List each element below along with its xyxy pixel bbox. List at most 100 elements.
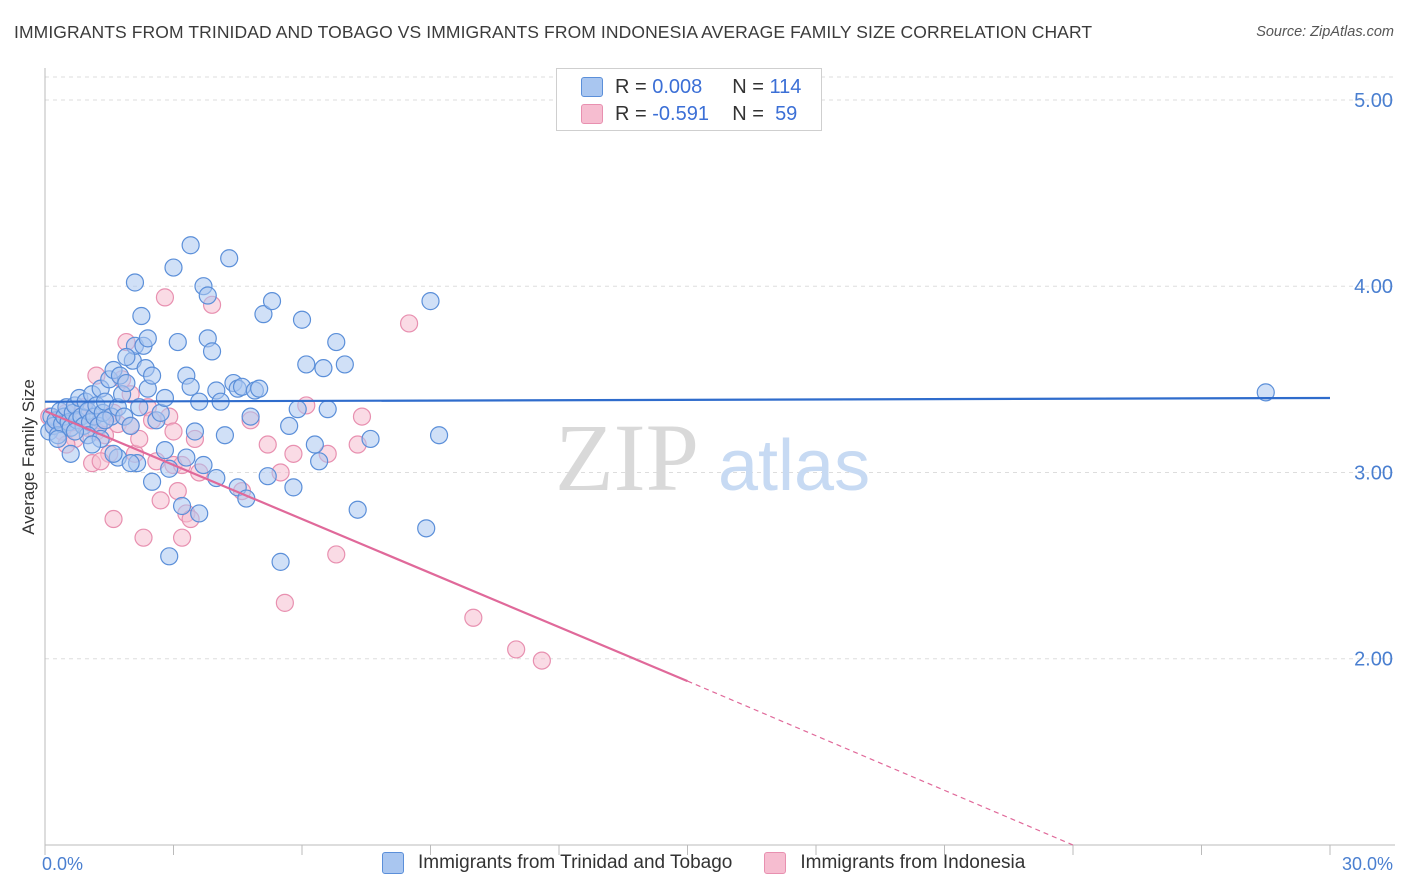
series-legend-label: Immigrants from Indonesia	[800, 852, 1026, 873]
watermark-zip: ZIP	[555, 404, 699, 511]
point-trinidad	[215, 426, 234, 445]
point-trinidad	[155, 441, 175, 460]
source-credit: Source: ZipAtlas.com	[1256, 24, 1394, 40]
point-trinidad	[104, 444, 123, 463]
point-trinidad	[151, 403, 170, 422]
point-trinidad	[292, 310, 312, 329]
point-indonesia	[134, 528, 153, 547]
point-trinidad	[138, 329, 157, 348]
point-trinidad	[220, 249, 239, 268]
point-trinidad	[284, 478, 303, 497]
point-indonesia	[275, 593, 294, 612]
point-trinidad	[202, 342, 222, 361]
point-trinidad	[117, 373, 136, 393]
point-indonesia	[130, 429, 149, 449]
legend-r-value: -0.591	[652, 102, 709, 125]
point-trinidad	[288, 400, 307, 419]
point-indonesia	[104, 509, 123, 529]
point-trinidad	[83, 435, 102, 454]
point-trinidad	[297, 355, 316, 374]
series-legend-item-indonesia[interactable]: Immigrants from Indonesia	[764, 852, 1025, 874]
point-trinidad	[181, 377, 200, 396]
y-tick-label: 2.00	[1354, 649, 1393, 671]
point-trinidad	[160, 547, 179, 566]
point-indonesia	[155, 288, 175, 307]
point-trinidad	[155, 388, 175, 408]
point-trinidad	[280, 416, 299, 436]
point-trinidad	[198, 286, 217, 305]
point-trinidad	[1256, 383, 1275, 402]
point-trinidad	[271, 552, 290, 571]
point-trinidad	[361, 429, 380, 449]
point-trinidad	[318, 400, 337, 419]
point-trinidad	[172, 496, 192, 516]
point-trinidad	[310, 452, 329, 471]
point-trinidad	[125, 273, 145, 292]
trend-line-indonesia-extension	[687, 680, 1074, 846]
point-trinidad	[181, 236, 200, 255]
point-trinidad	[241, 407, 260, 426]
point-trinidad	[130, 398, 149, 417]
series-legend: Immigrants from Trinidad and Tobago Immi…	[382, 852, 1057, 874]
point-trinidad	[258, 467, 277, 486]
legend-n-label: N =	[732, 102, 764, 125]
point-trinidad	[121, 454, 140, 473]
point-trinidad	[164, 258, 183, 277]
chart-title: IMMIGRANTS FROM TRINIDAD AND TOBAGO VS I…	[14, 22, 1093, 42]
trend-lines	[44, 396, 1331, 846]
point-trinidad	[348, 500, 367, 519]
tick-labels: 2.00 3.00 4.00 5.00 0.0% 30.0%	[42, 90, 1393, 874]
y-tick-label: 3.00	[1354, 462, 1393, 484]
point-trinidad	[48, 429, 67, 449]
point-indonesia	[151, 491, 170, 510]
legend-r-label: R =	[615, 75, 647, 98]
point-indonesia	[164, 422, 183, 441]
x-tick-label: 30.0%	[1342, 854, 1393, 874]
point-trinidad	[117, 347, 136, 367]
point-indonesia	[532, 651, 551, 670]
point-indonesia	[352, 407, 372, 426]
series-swatch-indonesia	[764, 852, 787, 874]
series-legend-label: Immigrants from Trinidad and Tobago	[418, 852, 733, 873]
correlation-legend: R = 0.008 N = 114 R = -0.591 N = 59	[556, 68, 822, 131]
point-trinidad	[132, 306, 151, 326]
point-trinidad	[254, 305, 273, 324]
legend-n-value: 59	[775, 102, 798, 125]
point-indonesia	[172, 528, 192, 547]
point-trinidad	[177, 448, 196, 467]
point-trinidad	[194, 455, 213, 475]
point-trinidad	[327, 332, 346, 352]
point-trinidad	[185, 422, 205, 441]
point-trinidad	[335, 355, 354, 374]
legend-row-indonesia: R = -0.591 N = 59	[581, 102, 797, 126]
legend-n-value: 114	[769, 75, 802, 98]
y-axis-label: Average Family Size	[19, 379, 38, 535]
point-trinidad	[190, 504, 209, 523]
legend-r-label: R =	[615, 102, 647, 125]
legend-n-label: N =	[732, 75, 764, 98]
trend-line-trinidad	[44, 396, 1331, 403]
point-trinidad	[142, 366, 162, 385]
y-tick-label: 4.00	[1354, 276, 1393, 298]
point-trinidad	[314, 359, 333, 378]
point-trinidad	[61, 444, 80, 463]
point-indonesia	[507, 640, 526, 659]
point-indonesia	[168, 481, 187, 501]
y-tick-label: 5.00	[1354, 90, 1393, 112]
gridlines	[45, 76, 1395, 660]
point-trinidad	[168, 332, 187, 352]
point-trinidad	[121, 416, 140, 436]
legend-row-trinidad: R = 0.008 N = 114	[581, 75, 801, 99]
legend-swatch-indonesia	[581, 104, 603, 124]
watermark-atlas: atlas	[718, 426, 870, 506]
point-trinidad	[417, 519, 436, 538]
point-indonesia	[258, 435, 277, 454]
point-indonesia	[284, 444, 303, 463]
legend-swatch-trinidad	[581, 77, 603, 97]
point-trinidad	[250, 379, 269, 398]
legend-r-value: 0.008	[652, 75, 703, 98]
point-trinidad	[95, 411, 115, 430]
watermark: ZIP atlas	[555, 404, 870, 511]
series-legend-item-trinidad[interactable]: Immigrants from Trinidad and Tobago	[382, 852, 732, 874]
